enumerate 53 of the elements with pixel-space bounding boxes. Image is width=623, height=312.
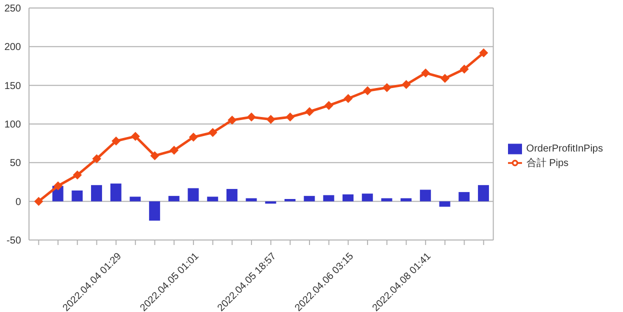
y-tick-label: 50 (10, 158, 22, 170)
point (112, 136, 121, 146)
bar (323, 195, 334, 202)
y-tick-label: 200 (4, 42, 22, 54)
point (246, 112, 256, 122)
point (440, 74, 450, 83)
point (363, 86, 372, 96)
point (150, 151, 160, 160)
point (460, 64, 469, 74)
point (382, 83, 392, 92)
point (92, 154, 102, 164)
bar (130, 196, 141, 202)
point (72, 170, 82, 180)
point (305, 107, 314, 116)
bar (304, 196, 315, 202)
point (208, 128, 218, 138)
bar (207, 196, 218, 202)
y-tick-label: 0 (15, 196, 22, 208)
point (54, 181, 63, 190)
bar (439, 201, 450, 207)
point (170, 146, 179, 155)
bar (400, 198, 412, 202)
bar (381, 198, 392, 202)
y-tick-label: 100 (4, 120, 22, 131)
bar (149, 201, 160, 221)
point (344, 94, 353, 103)
legend-label: 合計 Pips (526, 158, 569, 169)
bar (246, 198, 257, 202)
bar (168, 196, 180, 202)
point (479, 48, 488, 58)
bar (458, 192, 470, 202)
point (130, 132, 140, 141)
point (324, 100, 334, 110)
bar (342, 194, 354, 202)
point (188, 132, 198, 142)
point (286, 112, 295, 122)
bar (72, 190, 83, 202)
bar (420, 190, 431, 202)
bar (188, 188, 199, 202)
y-tick-label: -50 (6, 236, 22, 247)
y-tick-label: 150 (4, 80, 22, 92)
y-tick-label: 250 (4, 4, 22, 15)
bar (91, 185, 102, 202)
point (421, 68, 430, 78)
point (402, 80, 411, 90)
point (266, 114, 276, 124)
bar (478, 185, 489, 202)
point (228, 116, 237, 125)
point (34, 196, 44, 206)
bar (110, 184, 122, 202)
bar (226, 188, 238, 202)
legend-label: OrderProfitInPips (526, 143, 603, 154)
bar (362, 194, 373, 202)
